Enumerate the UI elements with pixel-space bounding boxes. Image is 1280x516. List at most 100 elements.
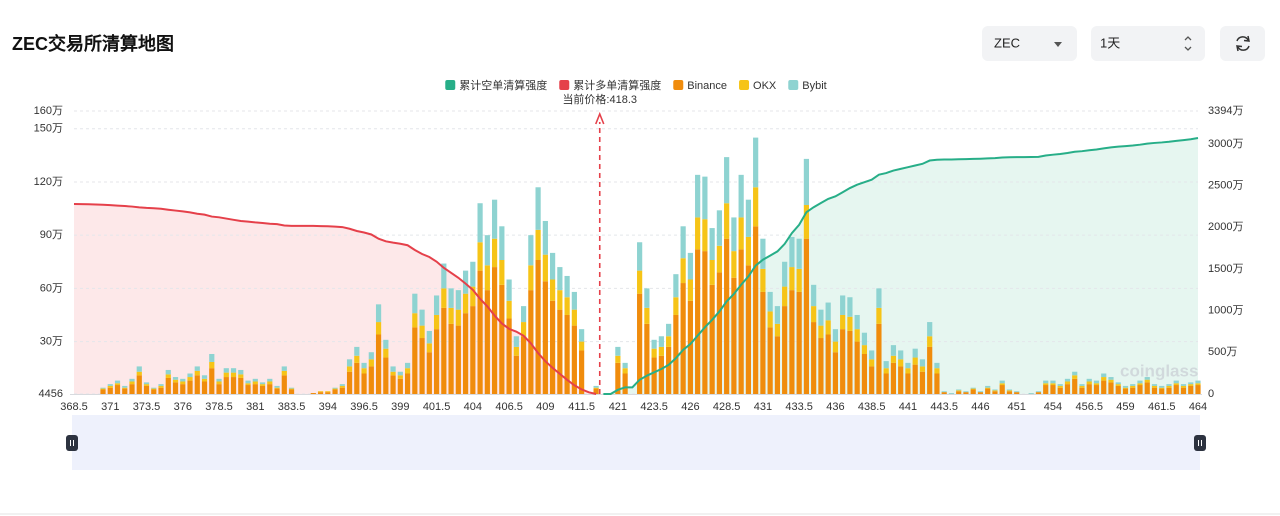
bar-segment	[368, 366, 374, 394]
bar-segment	[1144, 377, 1150, 380]
button-box	[1220, 26, 1265, 61]
bar-segment	[1144, 382, 1150, 394]
bar-segment	[738, 217, 744, 250]
bar-segment	[499, 284, 505, 394]
slider-handle[interactable]	[1194, 435, 1206, 451]
bar-segment	[136, 366, 142, 372]
bar-segment	[209, 353, 215, 362]
bar-segment	[513, 346, 519, 356]
bar-segment	[687, 252, 693, 280]
bar-segment	[912, 364, 918, 394]
bar-segment	[325, 391, 331, 393]
bar-segment	[709, 228, 715, 260]
bar-segment	[912, 357, 918, 365]
bar-segment	[187, 377, 193, 381]
bar-segment	[1006, 391, 1013, 394]
x-tick-label: 381	[246, 401, 264, 413]
x-tick-label: 373.5	[133, 401, 161, 413]
bar-segment	[651, 348, 657, 358]
bar-segment	[673, 274, 679, 298]
bar-segment	[840, 314, 846, 330]
symbol-select[interactable]: ZEC	[982, 26, 1077, 61]
labels: 4456 30万 60万 90万 120万 150万 160万 0 500万 1000万 1500万…	[34, 78, 1244, 413]
bar-segment	[129, 378, 135, 382]
bar-segment	[245, 385, 251, 394]
bar-segment	[259, 384, 266, 386]
legend-swatch	[559, 80, 570, 90]
bar-segment	[796, 268, 802, 292]
zoom-slider[interactable]	[72, 415, 1200, 470]
bar-segment	[281, 366, 287, 371]
bar-segment	[832, 352, 839, 394]
x-tick-label: 383.5	[278, 401, 306, 413]
bar-segment	[1050, 383, 1056, 386]
bar-segment	[934, 373, 940, 394]
bar-segment	[687, 279, 693, 301]
x-tick-label: 464	[1189, 401, 1207, 413]
bar-segment	[1057, 385, 1063, 388]
interval-select[interactable]: 1天	[1091, 26, 1205, 61]
bar-segment	[274, 387, 280, 389]
x-tick-label: 451	[1008, 401, 1026, 413]
bar-segment	[143, 382, 150, 385]
bar-segment	[789, 290, 795, 394]
bar-segment	[941, 392, 947, 394]
bar-segment	[165, 374, 171, 378]
cumulative-line	[603, 137, 1199, 395]
bar-segment	[883, 368, 889, 374]
bar-segment	[550, 279, 556, 301]
bar-segment	[1180, 387, 1187, 394]
bar-segment	[143, 384, 150, 386]
bar-segment	[999, 383, 1005, 386]
spinner-icon	[1184, 36, 1192, 51]
bar-segment	[114, 385, 121, 394]
bar-segment	[1079, 387, 1085, 394]
bar-segment	[767, 291, 773, 312]
bar-segment	[455, 290, 461, 310]
bar-segment	[238, 369, 244, 375]
bar-segment	[564, 314, 570, 394]
bar-segment	[238, 374, 244, 378]
bar-segment	[702, 251, 708, 394]
x-tick-label: 441	[899, 401, 917, 413]
bar-segment	[782, 286, 788, 307]
y2-tick-label: 2000万	[1208, 221, 1243, 233]
bar-segment	[419, 338, 425, 394]
bar-segment	[1151, 387, 1158, 394]
bar-segment	[854, 314, 860, 330]
bar-segment	[107, 384, 113, 386]
bar-segment	[521, 322, 527, 337]
bar-segment	[1122, 387, 1129, 389]
bar-segment	[412, 313, 418, 328]
bar-segment	[796, 238, 802, 269]
bar-segment	[1043, 380, 1049, 384]
bar-segment	[1130, 387, 1136, 394]
refresh-icon	[1236, 36, 1250, 51]
bar-segment	[782, 306, 788, 394]
bar-segment	[1014, 391, 1020, 393]
bar-segment	[339, 387, 345, 394]
x-tick-label: 421	[609, 401, 627, 413]
bar-segment	[571, 325, 577, 394]
bar-segment	[564, 297, 570, 315]
bar-segment	[905, 373, 911, 394]
bar-segment	[622, 368, 628, 374]
bar-segment	[622, 373, 628, 394]
x-tick-label: 394	[319, 401, 337, 413]
bar-segment	[122, 387, 128, 389]
x-tick-label: 454	[1044, 401, 1062, 413]
bar-segment	[1086, 381, 1092, 385]
refresh-button[interactable]	[1220, 26, 1265, 61]
bar-segment	[433, 314, 440, 330]
bar-segment	[1137, 383, 1143, 386]
bar-segment	[1043, 383, 1049, 386]
bar-segment	[796, 291, 802, 394]
bar-segment	[180, 381, 186, 385]
x-tick-label: 378.5	[205, 401, 233, 413]
bar-segment	[919, 366, 926, 372]
slider-handle[interactable]	[66, 435, 78, 451]
lines	[73, 111, 1199, 395]
bar-segment	[404, 373, 411, 394]
bar-segment	[491, 238, 498, 268]
bar-segment	[745, 265, 751, 394]
